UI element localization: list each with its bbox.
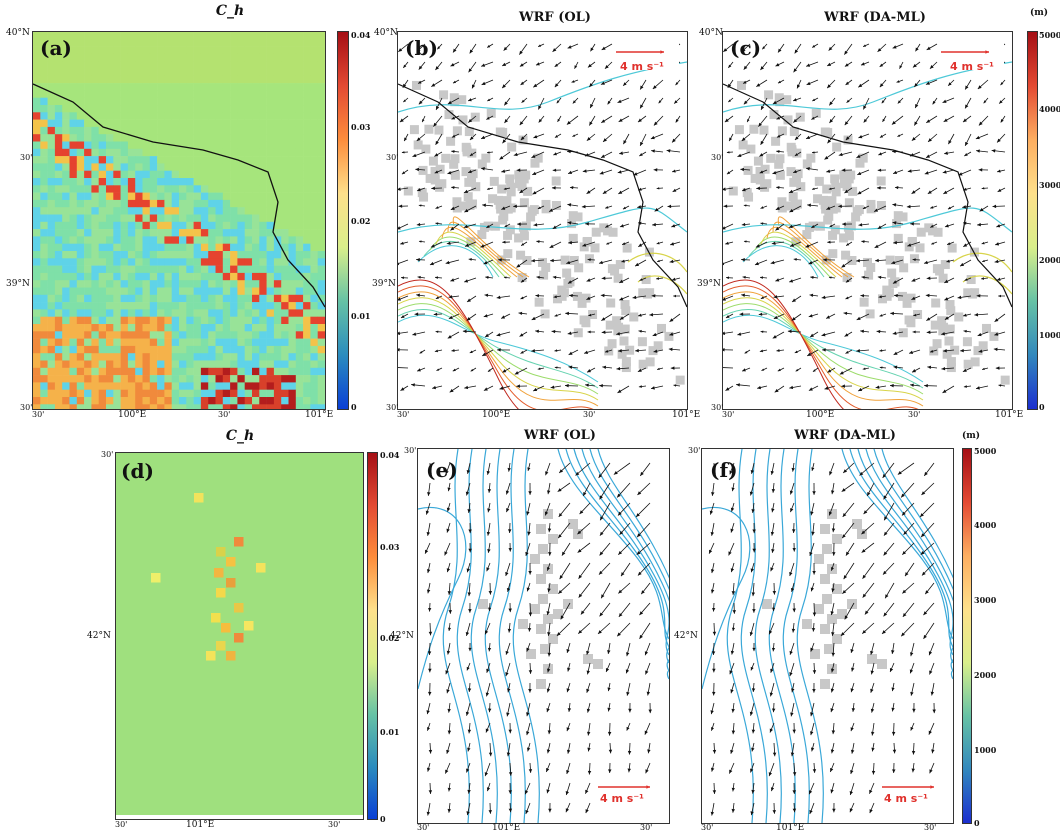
top-lat-tick-b-3930: 30' — [386, 153, 398, 162]
top-lon-tick-a-10030: 30' — [218, 410, 230, 419]
top-lon-tick-c-100e: 100°E — [806, 410, 834, 420]
ch-colorbar-top-tick-002: 0.02 — [351, 216, 370, 226]
top-lon-tick-a-101e: 101°E — [305, 410, 333, 420]
panel-d-map — [115, 452, 364, 820]
panel-b-wind-reference-label: 4 m s⁻¹ — [620, 60, 664, 73]
height-colorbar-bottom-tick-0: 0 — [974, 818, 980, 828]
ch-heatmap-a — [33, 32, 325, 409]
top-lon-tick-b-9930: 30' — [397, 410, 409, 419]
panel-b-map — [397, 31, 688, 410]
height-colorbar-top-tick-3000: 3000 — [1039, 180, 1060, 190]
height-colorbar-top-tick-1000: 1000 — [1039, 330, 1060, 340]
top-lat-tick-c-40n: 40°N — [699, 28, 723, 38]
panel-c-title: WRF (DA-ML) — [800, 10, 950, 25]
panel-e-map — [417, 448, 670, 824]
height-colorbar-bottom-tick-5000: 5000 — [974, 446, 996, 456]
panel-f-wind-reference-label: 4 m s⁻¹ — [884, 792, 928, 805]
bottom-lat-tick-f-42n: 42°N — [674, 631, 698, 641]
top-lat-tick-b-39n: 39°N — [372, 279, 396, 289]
top-lon-tick-c-9930: 30' — [722, 410, 734, 419]
ch-colorbar-top-tick-001: 0.01 — [351, 311, 370, 321]
height-colorbar-bottom-tick-1000: 1000 — [974, 745, 996, 755]
height-colorbar-bottom-tick-4000: 4000 — [974, 520, 996, 530]
top-lat-tick-3830: 30' — [20, 403, 32, 412]
bottom-lat-tick-d-30: 30' — [101, 450, 113, 459]
height-colorbar-top-tick-4000: 4000 — [1039, 104, 1060, 114]
ch-colorbar-bottom-tick-004: 0.04 — [380, 450, 399, 460]
panel-a-label: (a) — [40, 36, 72, 60]
ch-colorbar-bottom-tick-0: 0 — [380, 814, 386, 824]
ch-colorbar-top — [337, 31, 349, 410]
panel-d-title: C_h — [170, 428, 310, 444]
height-colorbar-bottom — [962, 448, 972, 824]
bottom-lon-tick-d-30b: 30' — [328, 820, 340, 829]
panel-f-title: WRF (DA-ML) — [770, 428, 920, 443]
ch-heatmap-d — [116, 453, 363, 819]
bottom-lat-tick-d-42n: 42°N — [87, 631, 111, 641]
top-lat-tick-b-40n: 40°N — [374, 28, 398, 38]
panel-a-map — [32, 31, 326, 410]
bottom-lat-tick-e-30: 30' — [404, 446, 416, 455]
top-lon-tick-c-101e: 101°E — [995, 410, 1023, 420]
top-lat-tick-40n: 40°N — [6, 28, 30, 38]
panel-c-wind-reference-label: 4 m s⁻¹ — [950, 60, 994, 73]
panel-c-label: (c) — [730, 36, 761, 60]
panel-d-label: (d) — [121, 459, 154, 483]
height-colorbar-top — [1027, 31, 1038, 410]
height-colorbar-top-tick-2000: 2000 — [1039, 255, 1060, 265]
ch-colorbar-top-tick-0: 0 — [351, 402, 357, 412]
top-lat-tick-c-3930: 30' — [711, 153, 723, 162]
bottom-lon-tick-e-30b: 30' — [640, 823, 652, 832]
panel-e-wind-reference-label: 4 m s⁻¹ — [600, 792, 644, 805]
top-lon-tick-b-101e: 101°E — [672, 410, 700, 420]
height-colorbar-top-unit: (m) — [1030, 8, 1048, 18]
bottom-lon-tick-e-30a: 30' — [417, 823, 429, 832]
panel-c-map — [722, 31, 1013, 410]
bottom-lon-tick-f-30b: 30' — [924, 823, 936, 832]
ch-colorbar-top-tick-004: 0.04 — [351, 30, 370, 40]
panel-e-label: (e) — [426, 458, 458, 482]
wind-map-b — [398, 32, 687, 409]
panel-b-label: (b) — [405, 36, 438, 60]
top-lat-tick-3930: 30' — [20, 153, 32, 162]
ch-colorbar-bottom-tick-001: 0.01 — [380, 727, 399, 737]
height-colorbar-top-tick-5000: 5000 — [1039, 30, 1060, 40]
top-lon-tick-b-10030: 30' — [583, 410, 595, 419]
wind-map-e — [418, 449, 669, 823]
panel-e-title: WRF (OL) — [490, 428, 630, 443]
top-lat-tick-c-39n: 39°N — [697, 279, 721, 289]
ch-colorbar-bottom-tick-003: 0.03 — [380, 542, 399, 552]
top-lon-tick-a-9930: 30' — [32, 410, 44, 419]
top-lon-tick-b-100e: 100°E — [482, 410, 510, 420]
height-colorbar-bottom-unit: (m) — [962, 431, 980, 441]
ch-colorbar-bottom-tick-002: 0.02 — [380, 633, 399, 643]
height-colorbar-bottom-tick-3000: 3000 — [974, 595, 996, 605]
top-lat-tick-39n: 39°N — [6, 279, 30, 289]
panel-f-map — [701, 448, 954, 824]
bottom-lon-tick-f-30a: 30' — [701, 823, 713, 832]
top-lon-tick-c-10030: 30' — [908, 410, 920, 419]
top-lon-tick-a-100e: 100°E — [118, 410, 146, 420]
height-colorbar-top-tick-0: 0 — [1039, 402, 1045, 412]
panel-f-label: (f) — [710, 458, 738, 482]
ch-colorbar-bottom — [367, 452, 378, 820]
bottom-lat-tick-f-30: 30' — [688, 446, 700, 455]
panel-b-title: WRF (OL) — [485, 10, 625, 25]
bottom-lon-tick-d-101e: 101°E — [186, 820, 214, 830]
wind-map-c — [723, 32, 1012, 409]
wind-map-f — [702, 449, 953, 823]
bottom-lon-tick-d-30a: 30' — [115, 820, 127, 829]
ch-colorbar-top-tick-003: 0.03 — [351, 122, 370, 132]
height-colorbar-bottom-tick-2000: 2000 — [974, 670, 996, 680]
panel-a-title: C_h — [160, 3, 300, 19]
